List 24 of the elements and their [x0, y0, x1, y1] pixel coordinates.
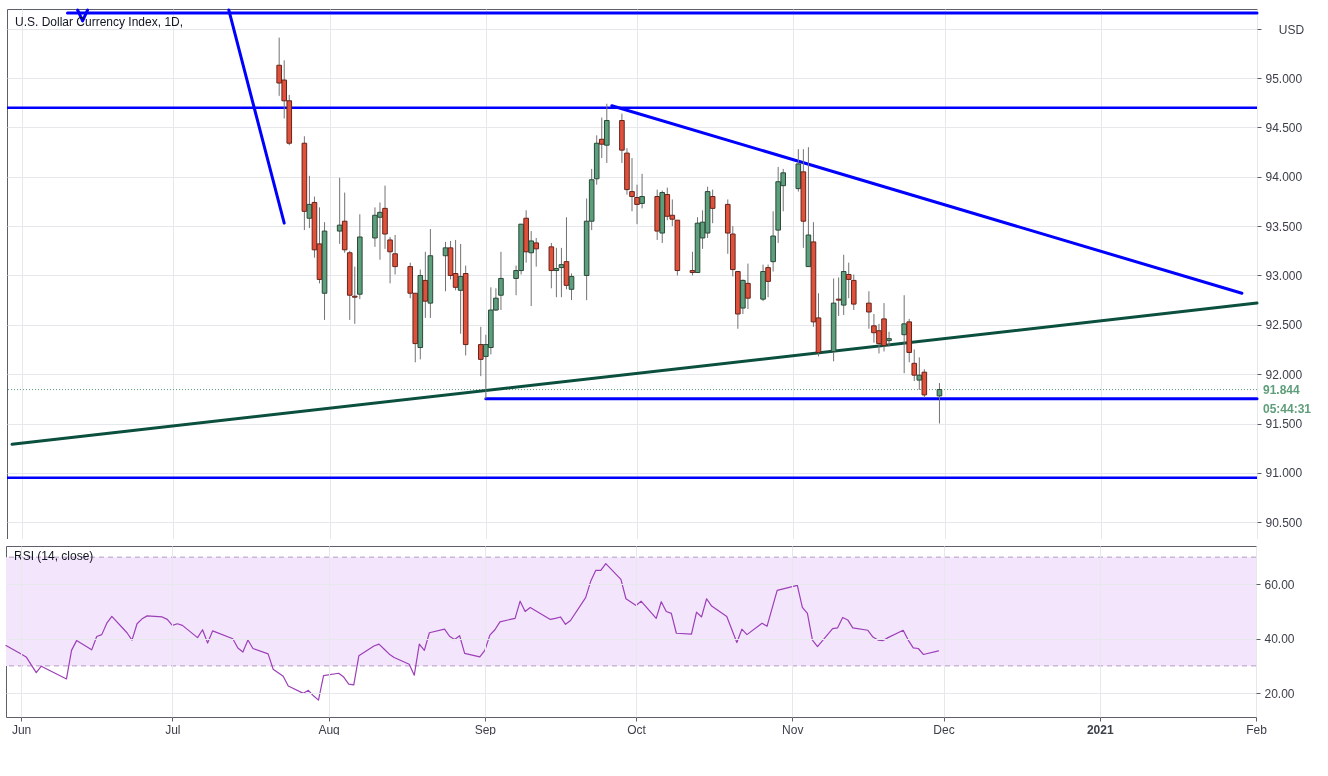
x-tick-label: Oct — [627, 722, 647, 737]
y-tick-label: 94.500 — [1265, 120, 1303, 135]
text: 05:44:31 — [1263, 401, 1312, 416]
y-tick-label: 93.000 — [1265, 268, 1303, 283]
x-tick-label: 2021 — [1086, 722, 1114, 737]
y-tick-label: 93.500 — [1265, 219, 1303, 234]
y-tick-label: 92.000 — [1265, 367, 1303, 382]
y-tick-label: 90.500 — [1265, 515, 1303, 530]
x-tick-label: Nov — [782, 722, 804, 737]
y-tick-label: 91.500 — [1265, 417, 1303, 432]
ref-line-label: 91.844 — [1263, 382, 1301, 397]
y-tick-label: 40.00 — [1264, 632, 1295, 647]
y-tick-label: 20.00 — [1264, 686, 1295, 701]
x-tick-label: Jul — [165, 722, 181, 737]
y-tick-label: 94.000 — [1265, 170, 1303, 185]
x-tick-label: Jun — [11, 722, 32, 737]
y-tick-label: 95.000 — [1265, 71, 1303, 86]
x-tick-label: Feb — [1246, 722, 1268, 737]
y-tick-label: 92.500 — [1265, 318, 1303, 333]
text: U.S. Dollar Currency Index, 1D, — [15, 15, 184, 29]
y-tick-label: 91.000 — [1265, 466, 1303, 481]
y-axis-title: USD — [1278, 22, 1305, 37]
y-tick-label: 60.00 — [1264, 577, 1295, 592]
x-tick-label: Dec — [933, 722, 955, 737]
